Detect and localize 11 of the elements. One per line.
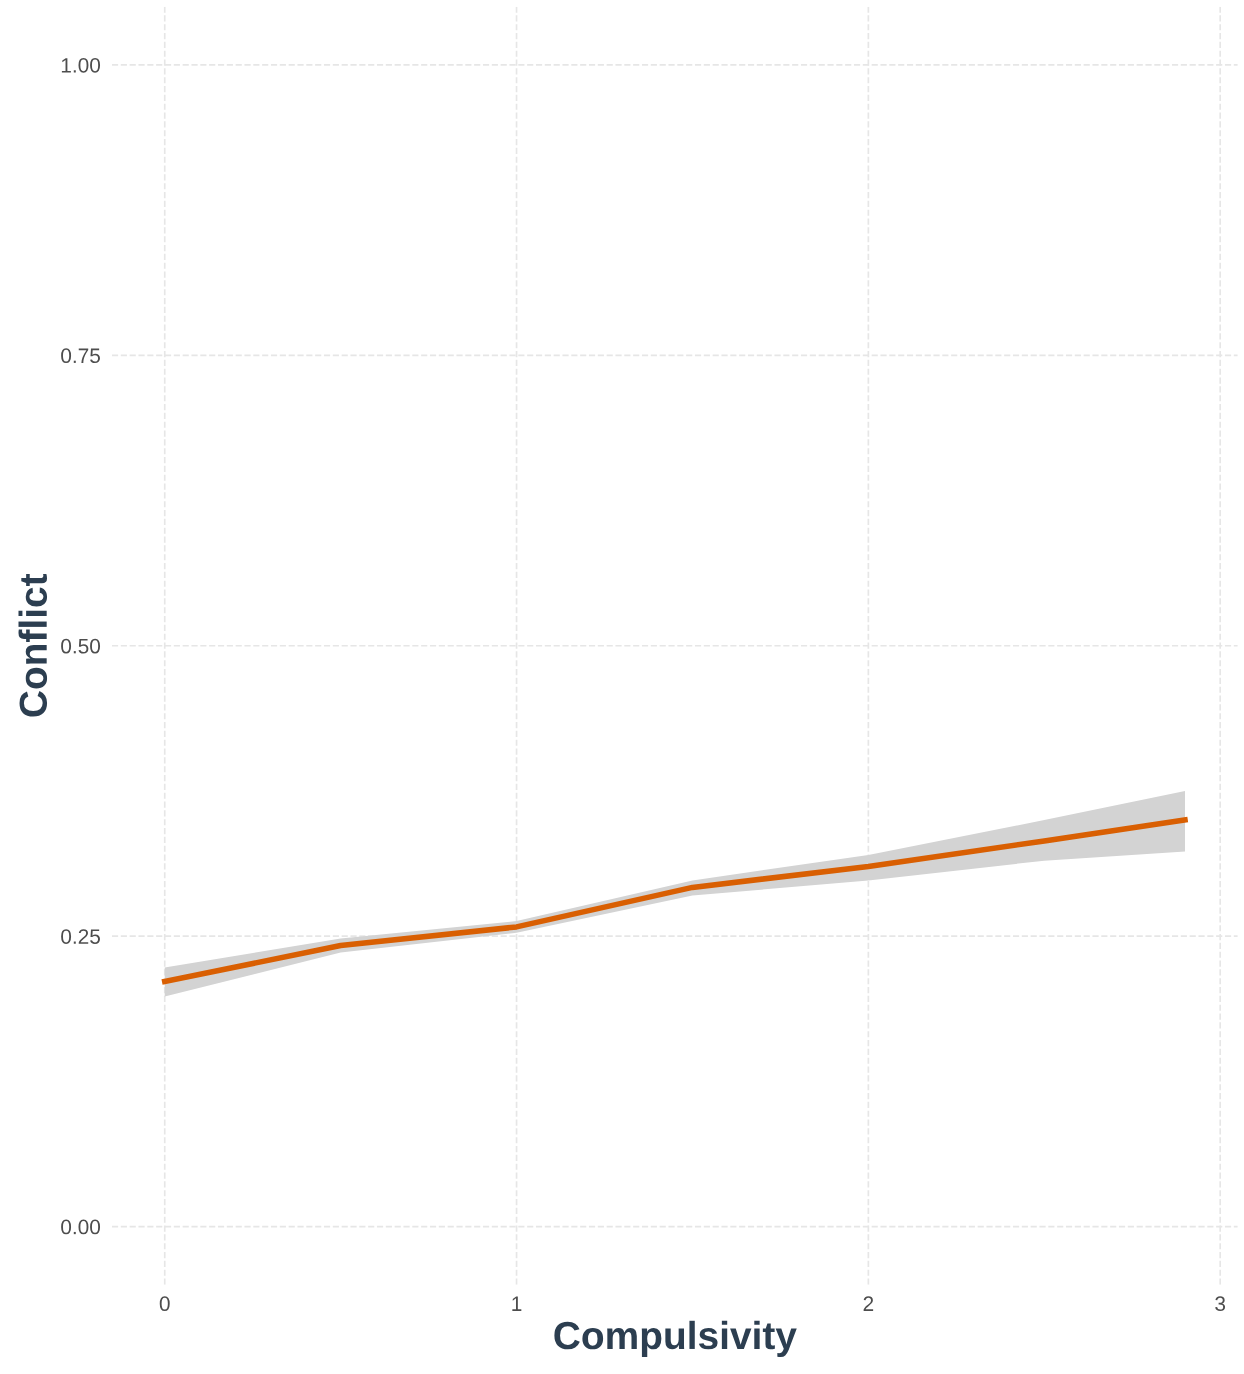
y-tick-label: 0.75 — [61, 348, 100, 364]
y-tick-label: 0.50 — [61, 638, 101, 654]
x-tick-label: 1 — [512, 1296, 522, 1311]
y-axis-title: Conflict — [18, 573, 48, 717]
y-tick-label: 1.00 — [61, 57, 101, 73]
x-tick-label: 0 — [159, 1296, 170, 1312]
x-tick-label: 3 — [1215, 1296, 1226, 1312]
x-tick-label: 2 — [863, 1296, 874, 1311]
x-axis-title: Compulsivity — [554, 1320, 797, 1358]
y-tick-label: 0.25 — [61, 929, 100, 944]
y-tick-label: 0.00 — [61, 1219, 101, 1235]
